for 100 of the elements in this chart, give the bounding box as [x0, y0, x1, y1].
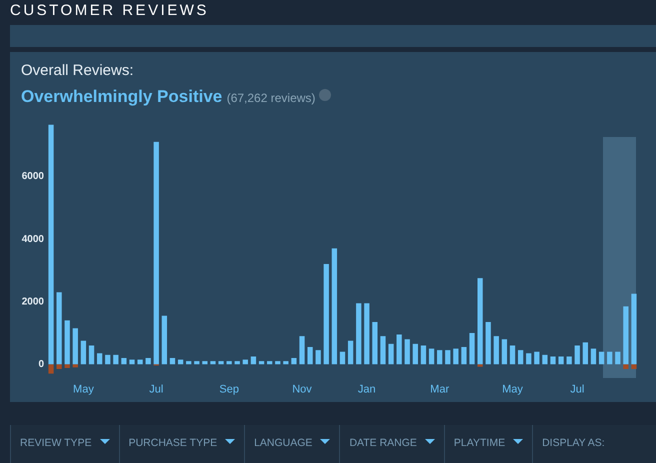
bar	[372, 322, 378, 364]
text: LANGUAGE	[254, 437, 312, 449]
bar	[615, 352, 620, 364]
bar	[88, 345, 94, 364]
y-tick-label: 2000	[22, 296, 44, 308]
bar	[428, 348, 434, 364]
bar	[291, 358, 297, 364]
text: PURCHASE TYPE	[128, 437, 218, 449]
bar	[283, 361, 288, 364]
bar	[469, 332, 475, 364]
y-tick-label: 6000	[22, 171, 44, 182]
bar	[307, 347, 313, 364]
bar	[129, 360, 135, 364]
bar	[324, 264, 329, 364]
bar	[437, 350, 442, 364]
bar	[396, 334, 402, 364]
x-tick-label: May	[73, 383, 94, 396]
bar	[72, 328, 78, 364]
bar	[420, 345, 426, 364]
bar	[494, 336, 499, 364]
bar	[72, 364, 78, 368]
bar	[48, 364, 54, 374]
chart-subtitle: Overall Reviews:	[21, 62, 134, 79]
bar	[80, 340, 86, 364]
x-tick-label: Sep	[219, 383, 239, 396]
bar	[623, 364, 628, 369]
bar	[364, 303, 370, 364]
bar	[178, 360, 184, 364]
bar	[186, 361, 192, 364]
text: PLAYTIME	[454, 437, 506, 449]
bar	[510, 345, 516, 364]
bar	[623, 306, 628, 364]
bar	[453, 348, 458, 364]
bar	[113, 354, 118, 364]
bar	[388, 344, 394, 364]
x-tick-label: May	[502, 383, 524, 396]
text: REVIEW TYPE	[20, 437, 92, 449]
bar	[461, 347, 467, 364]
bar	[404, 339, 410, 364]
bar	[502, 339, 508, 364]
bar	[316, 350, 321, 364]
bar	[582, 342, 588, 364]
text: DATE RANGE	[349, 437, 417, 449]
bar	[356, 303, 362, 364]
bar	[332, 248, 338, 364]
bar	[96, 353, 102, 364]
bar	[598, 352, 604, 364]
bar	[574, 345, 580, 364]
bar	[607, 352, 612, 364]
bar	[542, 354, 548, 364]
bar	[105, 354, 110, 364]
bar	[137, 360, 143, 364]
x-tick-label: Jul	[149, 383, 164, 396]
bar	[242, 360, 248, 364]
text: Overwhelmingly Positive	[21, 87, 222, 106]
bar	[478, 364, 483, 367]
bar	[234, 361, 240, 364]
bar	[550, 356, 556, 364]
bar	[486, 322, 491, 364]
bar	[202, 361, 208, 364]
bar	[162, 316, 168, 364]
bar	[590, 348, 596, 364]
bar	[56, 364, 62, 369]
text: DISPLAY AS:	[542, 437, 605, 449]
bar	[121, 358, 127, 364]
bar	[566, 356, 572, 364]
bar	[380, 336, 386, 364]
bar	[340, 352, 346, 364]
bar	[412, 344, 418, 364]
bar	[170, 358, 176, 364]
bar	[631, 364, 637, 369]
bar	[210, 361, 216, 364]
x-tick-label: Mar	[430, 383, 450, 396]
bar	[48, 124, 54, 364]
bar	[154, 142, 159, 364]
x-tick-label: Nov	[292, 383, 312, 396]
bar	[275, 361, 280, 364]
bar	[226, 361, 232, 364]
x-tick-label: Jul	[570, 383, 584, 396]
bar	[445, 350, 450, 364]
bar	[250, 356, 256, 364]
bar	[146, 358, 151, 364]
text: (67,262 reviews)	[226, 91, 316, 105]
bar	[526, 353, 532, 364]
bar	[64, 320, 70, 364]
bar	[478, 278, 483, 364]
bar	[56, 292, 62, 364]
bar	[267, 361, 272, 364]
y-tick-label: 4000	[22, 234, 44, 245]
bar	[518, 350, 524, 364]
bar	[348, 340, 354, 364]
y-tick-label: 0	[38, 359, 44, 370]
chart-title: CUSTOMER REVIEWS	[10, 2, 209, 19]
bar	[558, 356, 564, 364]
bar	[631, 294, 637, 364]
bar	[64, 364, 70, 368]
bar	[194, 361, 200, 364]
bar	[534, 352, 540, 364]
bar	[258, 361, 264, 364]
bar	[299, 336, 305, 364]
